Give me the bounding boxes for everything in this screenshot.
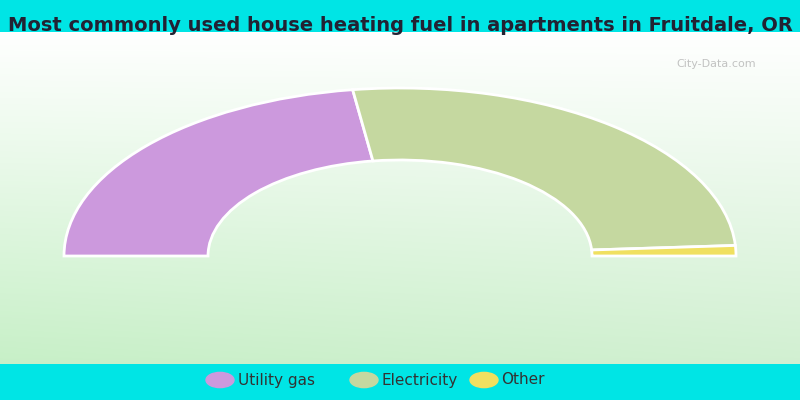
Ellipse shape (350, 372, 378, 388)
Ellipse shape (206, 372, 234, 388)
Text: Other: Other (502, 372, 545, 388)
Wedge shape (64, 90, 373, 256)
Text: Utility gas: Utility gas (238, 372, 314, 388)
Wedge shape (353, 88, 735, 250)
Ellipse shape (470, 372, 498, 388)
Text: Most commonly used house heating fuel in apartments in Fruitdale, OR: Most commonly used house heating fuel in… (7, 16, 793, 35)
Text: Electricity: Electricity (382, 372, 458, 388)
Wedge shape (592, 246, 736, 256)
Text: City-Data.com: City-Data.com (676, 59, 756, 69)
